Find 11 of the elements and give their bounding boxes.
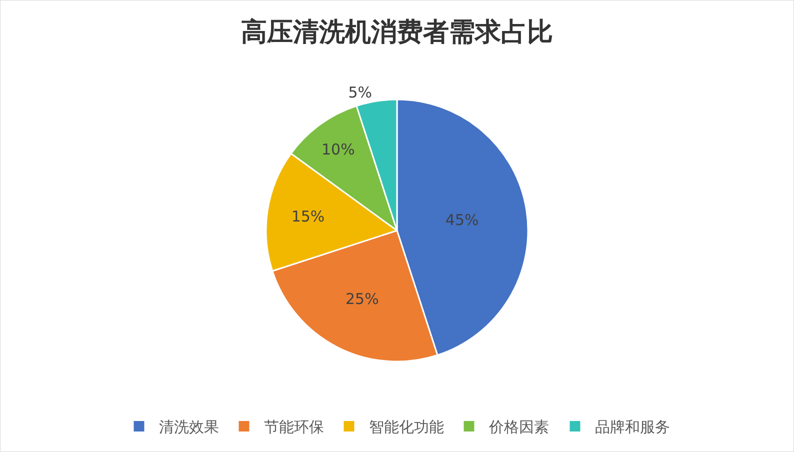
legend-label: 价格因素 [488,418,549,436]
legend-label: 品牌和服务 [595,418,670,436]
data-label: 5% [348,83,372,102]
chart-title: 高压清洗机消费者需求占比 [241,18,553,48]
data-label: 10% [322,140,355,159]
data-label: 15% [291,207,325,226]
legend-label: 清洗效果 [159,418,219,436]
data-label: 25% [345,290,379,308]
legend-label: 智能化功能 [369,418,444,436]
data-label: 45% [445,211,479,230]
legend-label: 节能环保 [264,418,324,436]
